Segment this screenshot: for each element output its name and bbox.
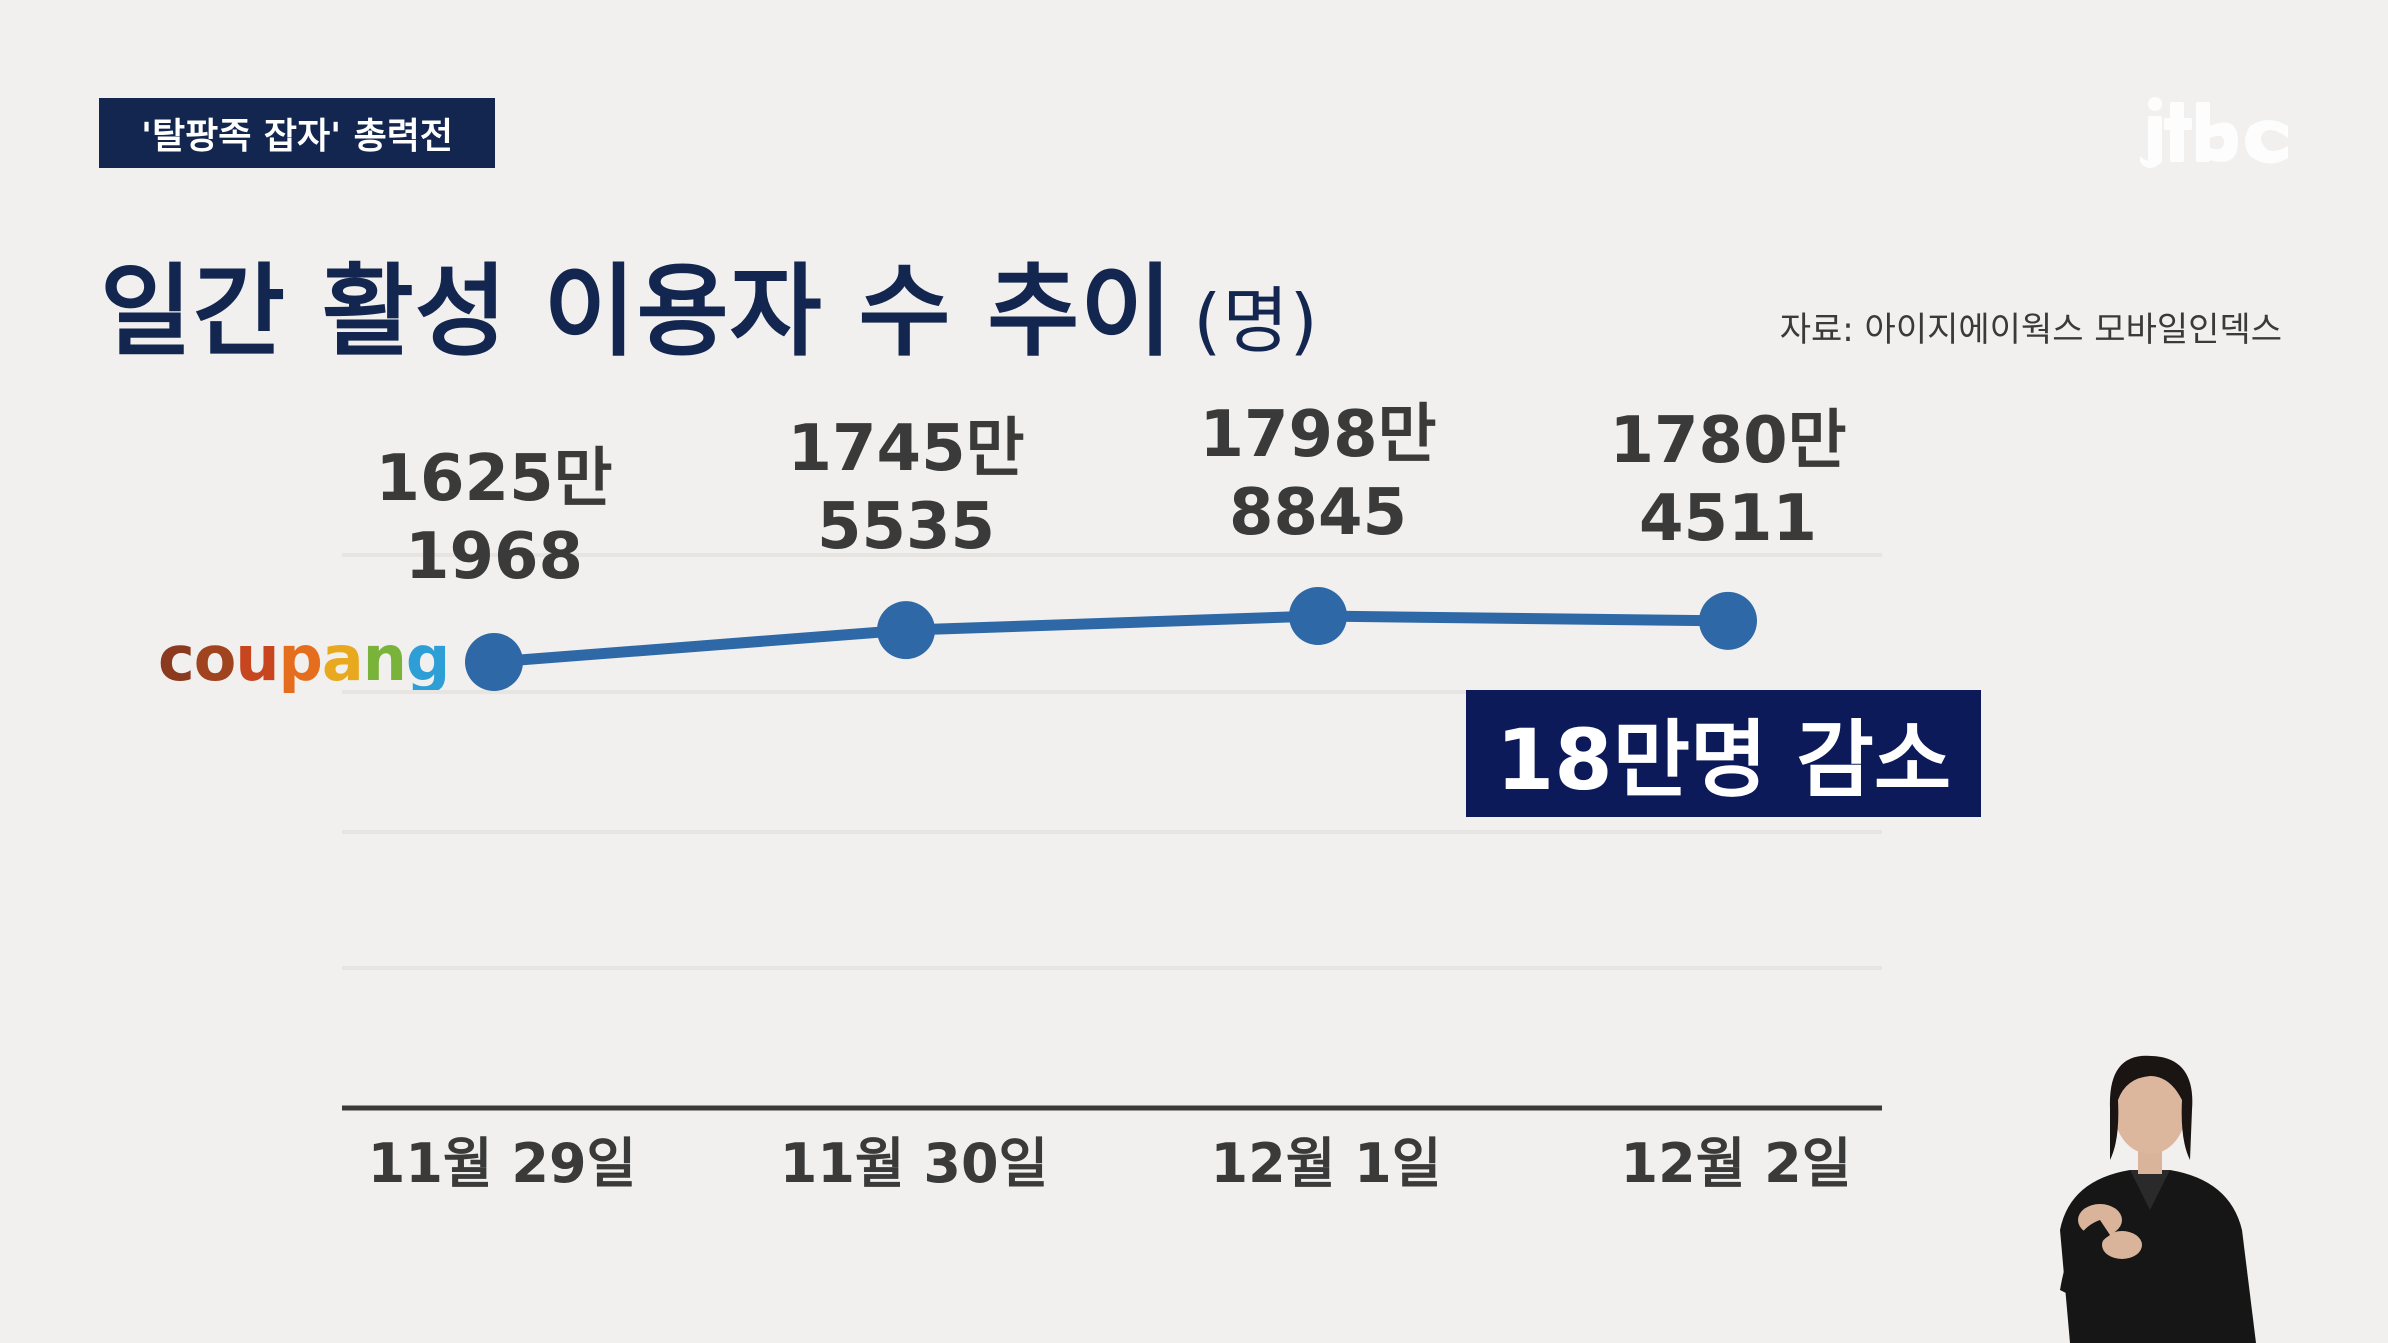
chart-title: 일간 활성 이용자 수 추이 (명) bbox=[100, 230, 1319, 375]
data-point bbox=[1699, 591, 1757, 650]
coupang-letter: g bbox=[405, 622, 450, 695]
data-point bbox=[465, 633, 523, 691]
coupang-logo: coupang bbox=[158, 622, 450, 695]
x-tick-label: 11월 30일 bbox=[780, 1132, 1048, 1195]
coupang-letter: a bbox=[321, 622, 364, 695]
data-label: 1780만 bbox=[1609, 404, 1846, 478]
data-point bbox=[1289, 587, 1347, 645]
data-point bbox=[877, 601, 935, 660]
x-tick-label: 12월 2일 bbox=[1621, 1132, 1852, 1195]
decrease-callout: 18만명 감소 bbox=[1466, 690, 1981, 817]
chart-title-text: 일간 활성 이용자 수 추이 bbox=[100, 253, 1174, 370]
data-label: 1968 bbox=[405, 520, 583, 594]
series-line-coupang bbox=[493, 610, 1729, 668]
chart-title-unit: (명) bbox=[1193, 279, 1319, 363]
coupang-letter: o bbox=[193, 622, 237, 695]
data-label: 5535 bbox=[817, 490, 995, 564]
x-tick-label: 12월 1일 bbox=[1211, 1132, 1442, 1195]
coupang-letter: p bbox=[278, 622, 323, 695]
data-label: 1745만 bbox=[787, 412, 1024, 486]
x-tick-label: 11월 29일 bbox=[368, 1132, 636, 1195]
data-label: 8845 bbox=[1229, 476, 1407, 550]
data-label: 1798만 bbox=[1199, 398, 1436, 472]
data-label: 1625만 bbox=[375, 442, 612, 516]
jtbc-logo bbox=[2140, 97, 2288, 168]
data-label: 4511 bbox=[1639, 482, 1817, 556]
coupang-letter: c bbox=[158, 622, 195, 695]
data-source: 자료: 아이지에이웍스 모바일인덱스 bbox=[1779, 310, 2282, 350]
topic-tag: '탈팡족 잡자' 총력전 bbox=[99, 98, 495, 168]
sign-language-interpreter bbox=[2060, 1055, 2256, 1343]
coupang-letter: u bbox=[235, 622, 279, 695]
coupang-letter: n bbox=[362, 622, 407, 695]
